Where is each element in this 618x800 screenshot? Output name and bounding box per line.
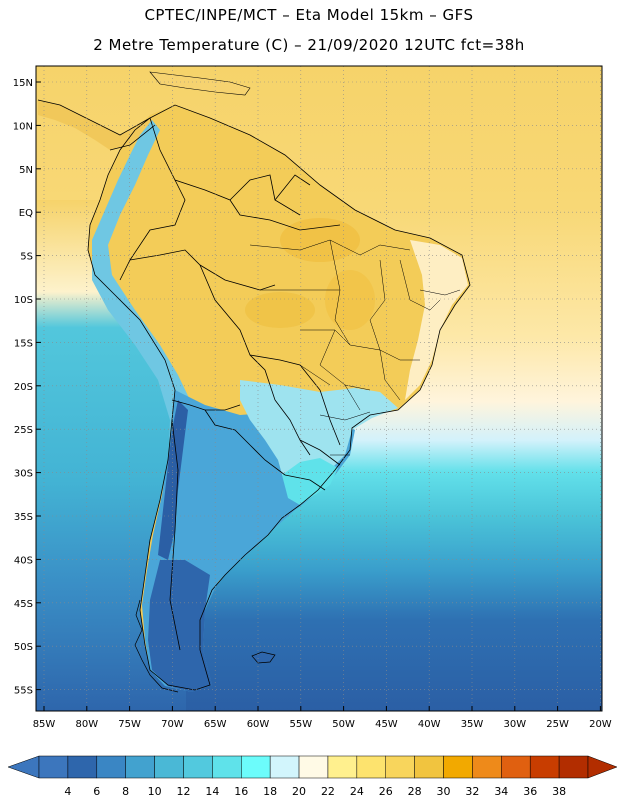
lon-label: 35W [461,719,484,730]
colorbar-label: 8 [122,785,129,798]
colorbar: 4 6 8 10 12 14 16 18 20 22 24 26 28 30 32 34 36 38 [7,755,618,798]
colorbar-label: 32 [465,785,479,798]
colorbar-swatch [67,755,98,779]
colorbar-swatch [183,755,213,779]
lat-label: 10S [14,295,33,306]
lon-label: 30W [503,719,526,730]
lat-label: EQ [19,208,33,219]
central-warm-core [245,292,315,328]
colorbar-label: 4 [64,785,71,798]
lat-label: 20S [14,382,33,393]
amazon-warm-core [280,218,360,262]
colorbar-label: 38 [552,785,566,798]
andes-cold-core [158,400,188,560]
colorbar-label: 10 [148,785,162,798]
lon-label: 40W [418,719,441,730]
colorbar-swatch [154,755,184,779]
lon-label: 75W [118,719,141,730]
lon-label: 25W [546,719,569,730]
lat-label: 55S [14,686,33,697]
lat-label: 40S [14,555,33,566]
colorbar-swatch [241,755,271,779]
colorbar-swatch [472,755,502,779]
chile-archipelago [134,599,179,693]
colorbar-swatch [96,755,126,779]
colorbar-swatch [443,755,473,779]
colorbar-swatch [269,755,300,779]
colorbar-swatch [414,755,444,779]
lat-label: 10N [13,121,33,132]
uruguay-area [282,458,338,505]
lon-label: 85W [33,719,56,730]
lon-label: 50W [332,719,355,730]
colorbar-swatch [212,755,242,779]
map-frame [35,65,603,712]
state-borders [249,239,461,456]
lat-label: 50S [14,642,33,653]
patagonia-cold [148,560,212,692]
colorbar-label: 28 [408,785,422,798]
longitude-labels: 85W 80W 75W 70W 65W 60W 55W 50W 45W 40W 35W 30W 25W 2… [33,706,612,730]
lat-label: 5N [19,165,33,176]
east-warm-core [325,270,375,330]
colorbar-label: 12 [176,785,190,798]
colorbar-arrow-left [7,755,40,779]
colorbar-swatch [385,755,415,779]
lat-label: 35S [14,512,33,523]
lat-label: 15S [14,338,33,349]
colorbar-label: 30 [437,785,451,798]
lat-label: 25S [14,425,33,436]
colorbar-label: 20 [292,785,306,798]
colorbar-swatch [125,755,155,779]
lon-label: 45W [375,719,398,730]
south-brazil-cool [240,380,398,500]
colorbar-swatch [298,755,329,779]
colorbar-label: 34 [494,785,508,798]
lon-label: 80W [75,719,98,730]
lon-label: 55W [289,719,312,730]
central-america-land [38,100,155,150]
colorbar-label: 16 [234,785,248,798]
colorbar-label: 36 [523,785,537,798]
title-line-2: 2 Metre Temperature (C) – 21/09/2020 12U… [93,36,525,54]
colorbar-arrow-right [587,755,618,779]
colorbar-label: 22 [321,785,335,798]
colorbar-swatch [38,755,69,779]
colorbar-label: 24 [350,785,364,798]
caribbean-islands [150,72,250,95]
lon-label: 60W [247,719,270,730]
latitude-labels: 15N 10N 5N EQ 5S 10S 15S 20S 25S 30S 35S 40S 45S 50S 5… [13,78,41,697]
lon-label: 70W [161,719,184,730]
colorbar-label: 6 [93,785,100,798]
lat-label: 15N [13,78,33,89]
colorbar-swatch [558,755,589,779]
colorbar-swatch [327,755,358,779]
colorbar-swatch [501,755,531,779]
title-line-1: CPTEC/INPE/MCT – Eta Model 15km – GFS [144,6,474,24]
northeast-coast-cool [405,240,468,400]
colorbar-label: 14 [205,785,219,798]
colorbar-label: 26 [379,785,393,798]
lat-label: 5S [20,252,33,263]
lat-label: 45S [14,599,33,610]
colorbar-swatch [529,755,560,779]
colorbar-label: 18 [263,785,277,798]
lat-label: 30S [14,469,33,480]
colorbar-swatch [356,755,386,779]
lon-label: 20W [589,719,612,730]
lon-label: 65W [204,719,227,730]
